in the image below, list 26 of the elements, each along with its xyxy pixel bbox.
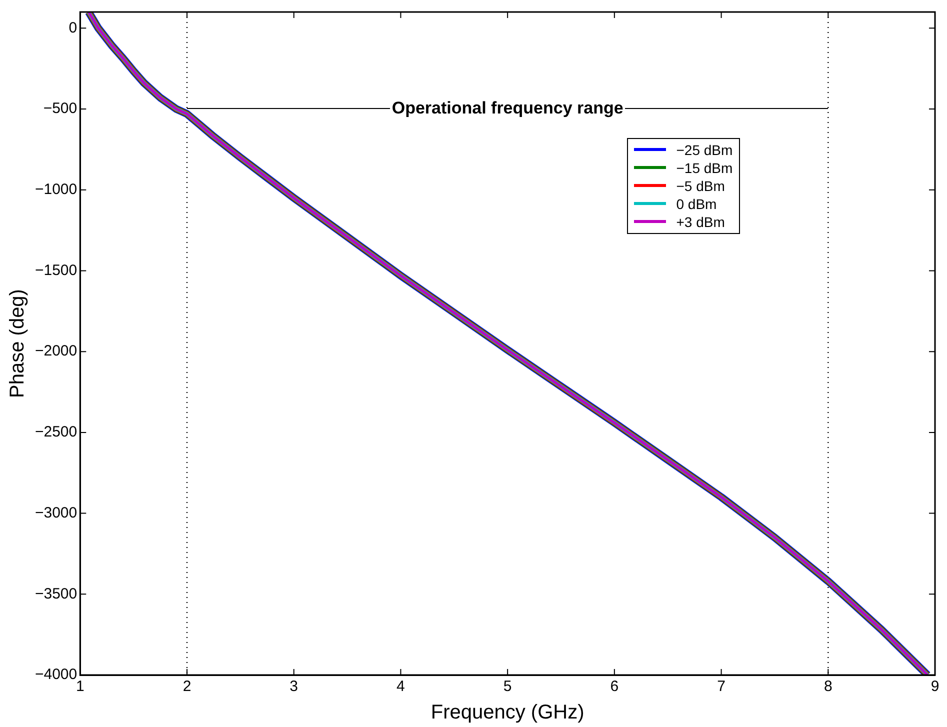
y-tick-label: −3500: [34, 585, 78, 602]
x-axis-title: Frequency (GHz): [430, 702, 584, 724]
y-tick-label: −1000: [34, 181, 78, 198]
x-tick-label: 8: [824, 678, 832, 696]
y-tick-label: −500: [43, 100, 78, 118]
x-tick-label: 2: [182, 678, 192, 696]
x-tick-label: 3: [290, 678, 298, 696]
y-tick-label: −3000: [34, 504, 78, 522]
y-axis-title: Phase (deg): [6, 289, 29, 398]
x-tick-label: 4: [396, 678, 405, 696]
y-tick-label: 0: [68, 19, 78, 36]
x-tick-label: 5: [503, 678, 512, 696]
x-tick-label: 6: [610, 678, 619, 696]
legend-label: +3 dBm: [676, 214, 725, 230]
x-tick-label: 1: [76, 678, 84, 696]
y-tick-label: −4000: [34, 666, 78, 684]
legend-label: −15 dBm: [676, 160, 733, 176]
x-tick-label: 9: [930, 678, 940, 696]
y-tick-label: −2000: [34, 342, 78, 360]
legend-label: 0 dBm: [676, 196, 717, 212]
legend-label: −25 dBm: [676, 142, 733, 158]
legend-label: −5 dBm: [676, 178, 725, 194]
x-tick-label: 7: [717, 678, 726, 696]
annotation: Operational frequency range: [392, 98, 624, 118]
y-tick-label: −1500: [34, 262, 78, 279]
y-tick-label: −2500: [34, 424, 78, 441]
